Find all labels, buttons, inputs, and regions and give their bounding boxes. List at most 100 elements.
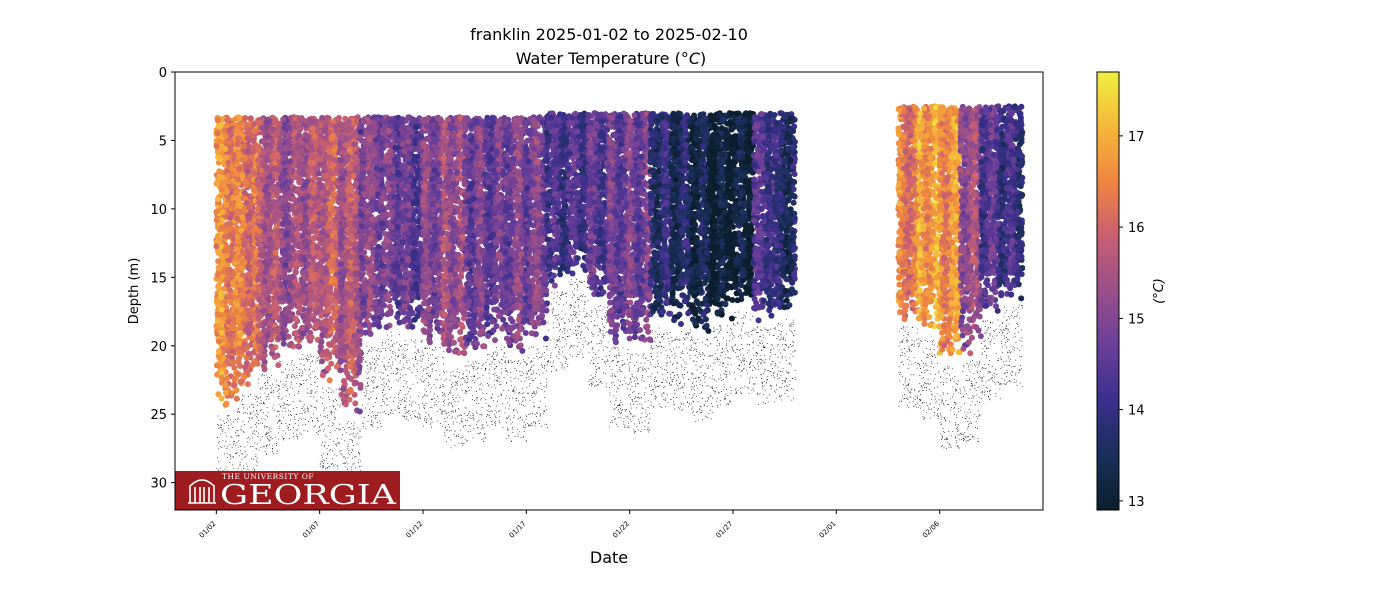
deep-dot — [577, 284, 578, 285]
deep-dot — [762, 382, 763, 383]
deep-dot — [311, 393, 312, 394]
deep-dot — [994, 373, 995, 374]
deep-dot — [697, 388, 698, 389]
deep-dot — [920, 343, 921, 344]
deep-dot — [466, 370, 467, 371]
deep-dot — [302, 371, 303, 372]
deep-dot — [287, 375, 288, 376]
deep-dot — [986, 387, 987, 388]
deep-dot — [723, 389, 724, 390]
deep-dot — [252, 413, 253, 414]
deep-dot — [676, 347, 677, 348]
deep-dot — [630, 359, 631, 360]
deep-dot — [594, 325, 595, 326]
deep-dot — [636, 362, 637, 363]
deep-dot — [370, 369, 371, 370]
deep-dot — [753, 330, 754, 331]
deep-dot — [605, 317, 606, 318]
deep-dot — [969, 380, 970, 381]
deep-dot — [532, 393, 533, 394]
deep-dot — [724, 387, 725, 388]
deep-dot — [988, 329, 989, 330]
deep-dot — [514, 390, 515, 391]
deep-dot — [430, 355, 431, 356]
deep-dot — [391, 340, 392, 341]
deep-dot — [548, 360, 549, 361]
deep-dot — [230, 419, 231, 420]
deep-dot — [325, 442, 326, 443]
deep-dot — [323, 416, 324, 417]
deep-dot — [667, 382, 668, 383]
deep-dot — [972, 385, 973, 386]
deep-dot — [570, 315, 571, 316]
deep-dot — [379, 356, 380, 357]
deep-dot — [975, 404, 976, 405]
deep-dot — [576, 334, 577, 335]
deep-dot — [323, 431, 324, 432]
deep-dot — [637, 426, 638, 427]
deep-dot — [663, 392, 664, 393]
deep-dot — [563, 318, 564, 319]
deep-dot — [383, 390, 384, 391]
deep-dot — [630, 404, 631, 405]
deep-dot — [731, 393, 732, 394]
deep-dot — [515, 368, 516, 369]
deep-dot — [542, 353, 543, 354]
deep-dot — [719, 359, 720, 360]
deep-dot — [487, 383, 488, 384]
deep-dot — [443, 351, 444, 352]
deep-dot — [974, 364, 975, 365]
deep-dot — [623, 348, 624, 349]
deep-dot — [506, 418, 507, 419]
deep-dot — [505, 371, 506, 372]
deep-dot — [757, 327, 758, 328]
deep-dot — [218, 428, 219, 429]
deep-dot — [304, 369, 305, 370]
deep-dot — [398, 369, 399, 370]
deep-dot — [752, 316, 753, 317]
deep-dot — [533, 347, 534, 348]
data-point — [230, 280, 236, 286]
deep-dot — [589, 352, 590, 353]
deep-dot — [712, 355, 713, 356]
data-point — [225, 342, 231, 348]
deep-dot — [556, 302, 557, 303]
deep-dot — [986, 382, 987, 383]
deep-dot — [473, 364, 474, 365]
deep-dot — [651, 386, 652, 387]
deep-dot — [1015, 375, 1016, 376]
deep-dot — [415, 340, 416, 341]
deep-dot — [975, 427, 976, 428]
deep-dot — [960, 389, 961, 390]
deep-dot — [985, 321, 986, 322]
deep-dot — [1020, 356, 1021, 357]
deep-dot — [516, 389, 517, 390]
deep-dot — [997, 382, 998, 383]
deep-dot — [573, 312, 574, 313]
deep-dot — [368, 403, 369, 404]
deep-dot — [489, 411, 490, 412]
deep-dot — [967, 363, 968, 364]
deep-dot — [507, 403, 508, 404]
deep-dot — [368, 369, 369, 370]
deep-dot — [702, 352, 703, 353]
deep-dot — [630, 362, 631, 363]
deep-dot — [705, 416, 706, 417]
deep-dot — [927, 354, 928, 355]
deep-dot — [945, 369, 946, 370]
deep-dot — [336, 410, 337, 411]
deep-dot — [581, 301, 582, 302]
deep-dot — [509, 436, 510, 437]
deep-dot — [750, 362, 751, 363]
deep-dot — [459, 397, 460, 398]
deep-dot — [1010, 359, 1011, 360]
deep-dot — [385, 348, 386, 349]
deep-dot — [292, 377, 293, 378]
deep-dot — [955, 438, 956, 439]
deep-dot — [592, 357, 593, 358]
deep-dot — [540, 414, 541, 415]
deep-dot — [310, 374, 311, 375]
deep-dot — [751, 361, 752, 362]
deep-dot — [733, 324, 734, 325]
deep-dot — [1008, 365, 1009, 366]
